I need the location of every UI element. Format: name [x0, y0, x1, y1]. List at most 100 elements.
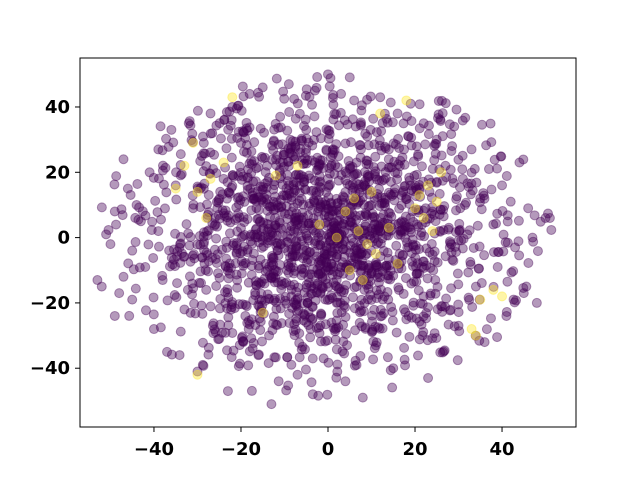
data-point-purple	[162, 346, 173, 357]
data-point-purple	[360, 219, 371, 230]
data-point-purple	[402, 222, 413, 233]
data-point-yellow	[366, 186, 377, 197]
data-point-purple	[273, 202, 284, 213]
data-point-purple	[194, 231, 205, 242]
data-point-purple	[315, 320, 326, 331]
data-point-purple	[187, 128, 198, 139]
data-point-purple	[210, 253, 221, 264]
data-point-purple	[266, 399, 277, 410]
data-point-purple	[387, 382, 398, 393]
data-point-purple	[204, 168, 215, 179]
data-point-purple	[382, 214, 393, 225]
data-point-purple	[205, 128, 216, 139]
data-point-purple	[350, 169, 361, 180]
data-point-purple	[406, 116, 417, 127]
data-point-purple	[293, 169, 304, 180]
data-point-purple	[357, 192, 368, 203]
data-point-purple	[185, 256, 196, 267]
data-point-purple	[248, 229, 259, 240]
points-layer	[92, 69, 557, 410]
data-point-purple	[408, 216, 419, 227]
data-point-purple	[269, 176, 280, 187]
data-point-purple	[178, 251, 189, 262]
data-point-purple	[305, 269, 316, 280]
data-point-purple	[205, 147, 216, 158]
data-point-purple	[322, 335, 333, 346]
data-point-purple	[148, 309, 159, 320]
data-point-purple	[334, 283, 345, 294]
data-point-purple	[196, 150, 207, 161]
data-point-purple	[399, 144, 410, 155]
data-point-purple	[222, 345, 233, 356]
data-point-purple	[375, 212, 386, 223]
data-point-purple	[451, 194, 462, 205]
data-point-purple	[435, 115, 446, 126]
data-point-purple	[364, 230, 375, 241]
data-point-purple	[399, 226, 410, 237]
data-point-purple	[347, 185, 358, 196]
data-point-purple	[218, 173, 229, 184]
data-point-purple	[272, 245, 283, 256]
data-point-purple	[241, 123, 252, 134]
data-point-purple	[355, 119, 366, 130]
data-point-purple	[214, 193, 225, 204]
data-point-purple	[400, 273, 411, 284]
data-point-purple	[300, 147, 311, 158]
data-point-purple	[202, 226, 213, 237]
data-point-purple	[294, 212, 305, 223]
data-point-purple	[157, 165, 168, 176]
data-point-purple	[457, 243, 468, 254]
data-point-purple	[238, 127, 249, 138]
data-point-purple	[294, 337, 305, 348]
data-point-purple	[452, 355, 463, 366]
data-point-purple	[246, 229, 257, 240]
data-point-purple	[263, 219, 274, 230]
data-point-purple	[355, 267, 366, 278]
data-point-purple	[374, 223, 385, 234]
data-point-purple	[364, 189, 375, 200]
data-point-purple	[124, 310, 135, 321]
data-point-purple	[502, 210, 513, 221]
data-point-purple	[332, 220, 343, 231]
data-point-purple	[244, 122, 255, 133]
data-point-yellow	[344, 265, 355, 276]
data-point-purple	[474, 335, 485, 346]
data-point-purple	[312, 152, 323, 163]
data-point-purple	[294, 180, 305, 191]
data-point-purple	[307, 99, 318, 110]
data-point-purple	[231, 213, 242, 224]
data-point-purple	[390, 254, 401, 265]
data-point-purple	[346, 258, 357, 269]
data-point-purple	[443, 319, 454, 330]
data-point-purple	[279, 278, 290, 289]
data-point-purple	[391, 327, 402, 338]
data-point-purple	[349, 223, 360, 234]
data-point-purple	[323, 180, 334, 191]
data-point-purple	[301, 228, 312, 239]
data-point-purple	[369, 212, 380, 223]
data-point-purple	[453, 299, 464, 310]
data-point-purple	[257, 184, 268, 195]
data-point-purple	[279, 93, 290, 104]
data-point-purple	[402, 242, 413, 253]
data-point-purple	[381, 260, 392, 271]
data-point-purple	[464, 225, 475, 236]
data-point-purple	[303, 235, 314, 246]
data-point-purple	[314, 255, 325, 266]
data-point-purple	[183, 118, 194, 129]
data-point-purple	[405, 213, 416, 224]
data-point-purple	[331, 139, 342, 150]
data-point-purple	[272, 222, 283, 233]
data-point-purple	[301, 245, 312, 256]
data-point-purple	[208, 328, 219, 339]
data-point-purple	[282, 193, 293, 203]
data-point-purple	[355, 195, 366, 206]
data-point-purple	[427, 202, 438, 213]
data-point-purple	[172, 246, 183, 257]
data-point-purple	[418, 205, 429, 216]
data-point-purple	[309, 197, 320, 208]
data-point-purple	[302, 254, 313, 265]
data-point-purple	[422, 214, 432, 225]
data-point-purple	[195, 156, 206, 167]
data-point-purple	[237, 336, 248, 347]
